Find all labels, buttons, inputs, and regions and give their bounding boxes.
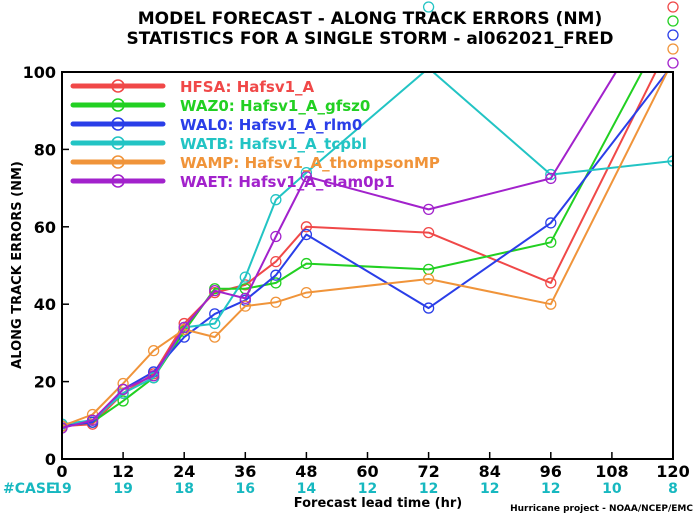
offscale-point: [667, 29, 679, 41]
y-tick-label: 40: [34, 295, 56, 314]
legend-marker: [111, 155, 125, 169]
legend-marker: [111, 98, 125, 112]
offscale-point: [667, 57, 679, 69]
case-count: 18: [174, 481, 193, 497]
data-point: [545, 298, 557, 310]
y-tick-label: 60: [34, 218, 56, 237]
case-count: 12: [419, 481, 438, 497]
data-point: [270, 296, 282, 308]
offscale-point: [667, 15, 679, 27]
x-axis-label: Forecast lead time (hr): [294, 496, 462, 511]
data-point: [300, 257, 313, 270]
case-count: 19: [52, 481, 71, 497]
y-axis-label: ALONG TRACK ERRORS (NM): [10, 161, 25, 369]
chart-subtitle: STATISTICS FOR A SINGLE STORM - al062021…: [126, 29, 613, 49]
x-tick-label: 108: [595, 462, 628, 481]
data-point: [300, 286, 313, 299]
data-point: [545, 277, 557, 289]
data-point: [239, 271, 251, 283]
legend-label: WAET: Hafsv1_A_clam0p1: [180, 173, 395, 191]
offscale-point: [667, 1, 679, 13]
x-tick-label: 84: [479, 462, 501, 481]
data-point: [117, 395, 129, 407]
y-tick-label: 0: [45, 450, 56, 469]
case-count: 12: [358, 481, 377, 497]
offscale-point: [667, 43, 679, 55]
legend-label: WAZ0: Hafsv1_A_gfsz0: [180, 97, 370, 115]
case-count: 16: [236, 481, 255, 497]
data-point: [86, 414, 99, 426]
case-label: #CASE: [3, 481, 56, 497]
legend-marker: [111, 136, 125, 150]
case-count: 8: [668, 481, 678, 497]
data-point: [270, 269, 282, 281]
data-point: [239, 300, 251, 312]
legend-marker: [111, 79, 125, 93]
case-count: 19: [113, 481, 132, 497]
case-count: 12: [480, 481, 499, 497]
legend-label: HFSA: Hafsv1_A: [180, 78, 315, 96]
case-count-row: 19 19 18 16 14 12 12 12 12 10 8: [52, 481, 678, 497]
series-line: [62, 72, 644, 428]
x-tick-label: 24: [173, 462, 195, 481]
data-point: [667, 155, 673, 167]
chart-title: MODEL FORECAST - ALONG TRACK ERRORS (NM): [138, 9, 603, 29]
data-point: [209, 331, 221, 343]
data-point: [270, 194, 282, 206]
x-tick-label: 12: [112, 462, 134, 481]
y-tick-label: 100: [23, 63, 56, 82]
data-point: [270, 255, 282, 268]
offscale-markers: [422, 1, 679, 69]
data-point: [62, 422, 68, 434]
data-point: [545, 172, 557, 185]
x-axis-ticks: 0 12 24 36 48 60 72 84 96 108 120: [56, 452, 690, 481]
data-point: [300, 170, 313, 183]
data-point: [117, 383, 129, 395]
legend-label: WAL0: Hafsv1_A_rlm0: [180, 116, 362, 134]
x-tick-label: 96: [540, 462, 562, 481]
y-tick-label: 80: [34, 140, 56, 159]
series-line: [62, 72, 657, 428]
offscale-point: [422, 1, 435, 13]
data-point: [178, 321, 190, 334]
data-point: [422, 203, 435, 216]
case-count: 12: [541, 481, 560, 497]
data-point: [422, 273, 435, 285]
series-layer: [62, 72, 673, 434]
y-tick-label: 20: [34, 373, 56, 392]
legend-label: WAMP: Hafsv1_A_thompsonMP: [180, 154, 440, 172]
data-point: [545, 168, 557, 181]
x-tick-label: 120: [656, 462, 689, 481]
x-tick-label: 0: [56, 462, 67, 481]
x-tick-label: 48: [295, 462, 317, 481]
data-point: [422, 302, 435, 314]
credit-text: Hurricane project - NOAA/NCEP/EMC: [510, 504, 693, 514]
data-point: [147, 344, 160, 357]
x-tick-label: 72: [417, 462, 439, 481]
data-point: [209, 285, 221, 297]
x-tick-label: 60: [356, 462, 378, 481]
data-point: [270, 230, 282, 243]
data-point: [209, 317, 221, 330]
data-point: [147, 370, 160, 382]
series-line: [62, 72, 618, 429]
case-count: 10: [602, 481, 622, 497]
legend-label: WATB: Hafsv1_A_tcpbl: [180, 135, 367, 153]
data-point: [545, 217, 557, 229]
data-point: [422, 226, 435, 239]
data-point: [300, 221, 313, 233]
data-point: [270, 277, 282, 289]
case-count: 14: [297, 481, 317, 497]
data-point: [300, 228, 313, 241]
legend-marker: [111, 117, 125, 131]
data-point: [239, 292, 251, 305]
legend-marker: [111, 174, 125, 188]
data-point: [545, 236, 557, 248]
series-line: [62, 72, 673, 426]
y-axis-ticks: 0 20 40 60 80 100: [23, 63, 69, 469]
x-tick-label: 36: [234, 462, 256, 481]
